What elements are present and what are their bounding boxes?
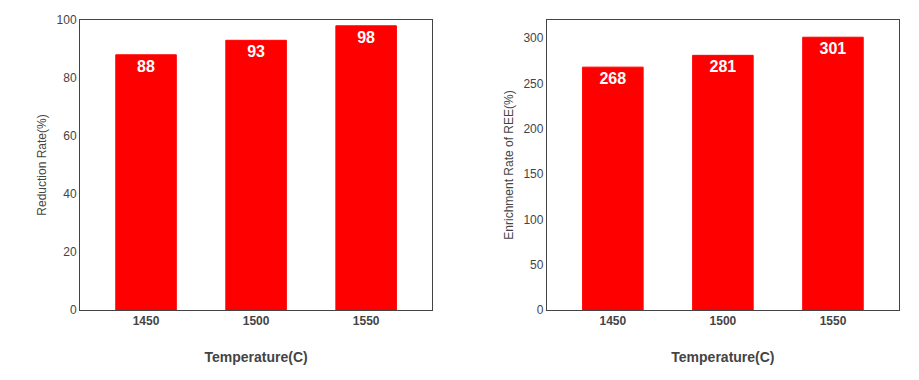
svg-text:301: 301 — [820, 40, 847, 57]
svg-text:Temperature(C): Temperature(C) — [204, 349, 307, 365]
svg-text:Enrichment Rate of REE(%): Enrichment Rate of REE(%) — [502, 90, 516, 239]
svg-text:150: 150 — [523, 167, 543, 181]
svg-text:98: 98 — [357, 29, 375, 46]
svg-text:100: 100 — [523, 213, 543, 227]
svg-text:0: 0 — [537, 303, 544, 317]
svg-text:0: 0 — [70, 303, 77, 317]
svg-text:50: 50 — [530, 258, 544, 272]
svg-text:281: 281 — [710, 58, 737, 75]
svg-text:1500: 1500 — [243, 314, 270, 328]
svg-text:80: 80 — [63, 71, 77, 85]
svg-text:1450: 1450 — [600, 314, 627, 328]
svg-text:1550: 1550 — [353, 314, 380, 328]
svg-text:60: 60 — [63, 129, 77, 143]
svg-text:40: 40 — [63, 187, 77, 201]
svg-text:1450: 1450 — [133, 314, 160, 328]
svg-text:200: 200 — [523, 122, 543, 136]
svg-text:Temperature(C): Temperature(C) — [671, 349, 774, 365]
svg-text:Reduction Rate(%): Reduction Rate(%) — [35, 114, 49, 215]
svg-text:300: 300 — [523, 31, 543, 45]
svg-text:250: 250 — [523, 77, 543, 91]
svg-text:268: 268 — [599, 70, 626, 87]
svg-text:20: 20 — [63, 245, 77, 259]
svg-text:100: 100 — [57, 13, 77, 27]
svg-text:88: 88 — [137, 58, 155, 75]
svg-text:1500: 1500 — [710, 314, 737, 328]
svg-text:93: 93 — [247, 43, 265, 60]
svg-text:1550: 1550 — [820, 314, 847, 328]
